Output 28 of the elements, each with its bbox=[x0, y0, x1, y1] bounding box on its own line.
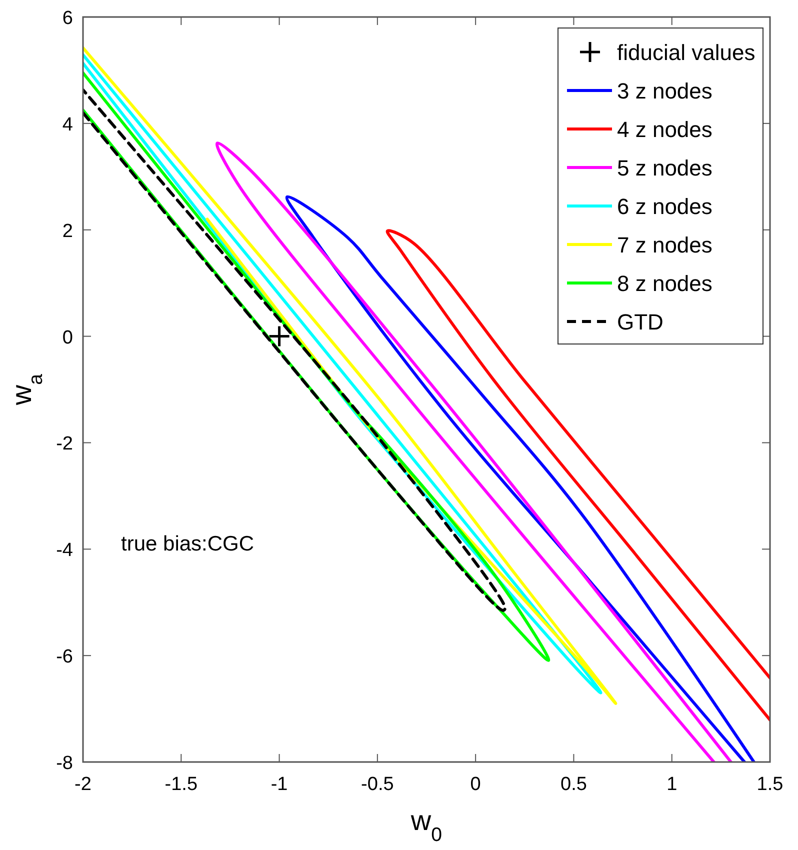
legend-label: fiducial values bbox=[617, 40, 756, 65]
legend-label: 6 z nodes bbox=[617, 194, 712, 219]
y-tick-label: 4 bbox=[62, 114, 74, 136]
y-tick-label: 2 bbox=[62, 220, 73, 242]
x-tick-label: -0.5 bbox=[361, 774, 394, 795]
legend-label: 3 z nodes bbox=[617, 78, 712, 104]
x-axis-title: w$_{0}$ bbox=[410, 805, 442, 846]
line-series bbox=[83, 88, 507, 612]
y-tick-label: -4 bbox=[56, 540, 74, 562]
x-tick-label: -1.5 bbox=[164, 774, 198, 795]
x-tick-label: 1.5 bbox=[756, 774, 784, 795]
y-tick-label: 6 bbox=[62, 8, 73, 29]
legend-label: GTD bbox=[617, 310, 664, 334]
legend-label: 7 z nodes bbox=[617, 232, 712, 258]
annotation: true bias:CGC bbox=[121, 532, 254, 556]
line-series bbox=[286, 195, 756, 762]
legend-label: 8 z nodes bbox=[617, 271, 712, 296]
y-tick-label: -6 bbox=[56, 646, 73, 668]
line-series bbox=[386, 229, 770, 722]
legend-label: 5 z nodes bbox=[617, 156, 712, 180]
x-tick-label: 0 bbox=[470, 774, 481, 795]
legend-label: 4 z nodes bbox=[617, 117, 712, 142]
y-tick-label: 0 bbox=[62, 327, 73, 348]
y-tick-label: -2 bbox=[56, 434, 73, 455]
x-tick-label: -1 bbox=[270, 774, 288, 795]
y-tick-label: -8 bbox=[56, 753, 73, 774]
x-tick-label: 0.5 bbox=[560, 774, 587, 795]
x-tick-label: 1 bbox=[666, 774, 678, 795]
